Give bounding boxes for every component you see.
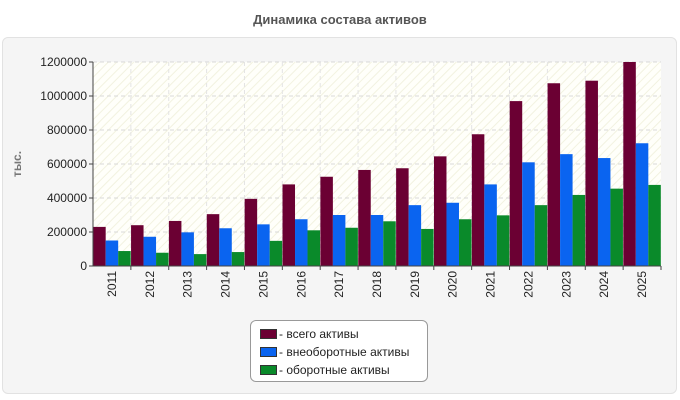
bar bbox=[231, 252, 245, 266]
x-tick-label: 2018 bbox=[370, 271, 384, 298]
bar bbox=[282, 184, 296, 266]
bar bbox=[383, 221, 396, 266]
y-tick-label: 1000000 bbox=[40, 89, 87, 103]
bar bbox=[206, 214, 220, 266]
x-tick-label: 2016 bbox=[294, 271, 308, 298]
bar bbox=[547, 83, 561, 266]
x-tick-label: 2017 bbox=[332, 271, 346, 298]
bar bbox=[295, 219, 308, 266]
bar bbox=[433, 156, 447, 266]
bar bbox=[181, 232, 194, 266]
bars bbox=[93, 62, 661, 266]
legend-item-current-assets: - оборотные активы bbox=[260, 361, 427, 379]
x-tick-label: 2019 bbox=[408, 271, 422, 298]
x-tick-label: 2013 bbox=[181, 271, 195, 298]
x-tick-label: 2024 bbox=[597, 271, 611, 298]
bar bbox=[193, 254, 207, 266]
bar bbox=[522, 162, 535, 266]
bar bbox=[307, 230, 321, 266]
bar bbox=[143, 236, 157, 266]
bar bbox=[396, 168, 409, 266]
bar bbox=[572, 194, 586, 266]
chart-title: Динамика состава активов bbox=[253, 12, 427, 27]
bar bbox=[484, 184, 497, 266]
y-tick-label: 600000 bbox=[47, 157, 87, 171]
y-tick-label: 1200000 bbox=[40, 55, 87, 69]
x-tick-label: 2020 bbox=[446, 271, 460, 298]
bar bbox=[156, 252, 169, 266]
x-tick-label: 2022 bbox=[521, 271, 535, 298]
y-axis-label: тыс. bbox=[10, 151, 24, 177]
y-tick-label: 800000 bbox=[47, 123, 87, 137]
bar bbox=[421, 228, 434, 266]
bar bbox=[509, 101, 523, 266]
legend-swatch-total-assets bbox=[260, 329, 277, 339]
bar bbox=[320, 176, 333, 266]
legend-item-noncurrent-assets: - внеоборотные активы bbox=[260, 343, 427, 361]
bar bbox=[471, 134, 485, 266]
bar bbox=[560, 154, 573, 266]
bar bbox=[585, 80, 598, 266]
legend-label: - всего активы bbox=[279, 327, 359, 341]
bar bbox=[168, 220, 182, 266]
legend: - всего активы - внеоборотные активы - о… bbox=[250, 320, 428, 382]
bar bbox=[269, 240, 283, 266]
bar bbox=[458, 219, 472, 266]
bar bbox=[219, 228, 232, 266]
x-tick-label: 2015 bbox=[256, 271, 270, 298]
bar bbox=[244, 198, 258, 266]
bar bbox=[332, 215, 346, 266]
bar bbox=[105, 240, 119, 266]
bar bbox=[623, 62, 636, 266]
y-tick-label: 200000 bbox=[47, 225, 87, 239]
x-tick-label: 2023 bbox=[559, 271, 573, 298]
bar bbox=[635, 143, 649, 266]
x-tick-label: 2014 bbox=[219, 271, 233, 298]
bar bbox=[118, 251, 131, 266]
y-tick-label: 400000 bbox=[47, 191, 87, 205]
legend-label: - оборотные активы bbox=[279, 363, 390, 377]
bar bbox=[358, 169, 371, 266]
bar bbox=[496, 215, 510, 266]
y-tick-label: 0 bbox=[80, 259, 87, 273]
bar bbox=[408, 205, 422, 266]
bar bbox=[345, 227, 358, 266]
x-tick-label: 2021 bbox=[484, 271, 498, 298]
bar bbox=[131, 225, 144, 266]
bar bbox=[93, 226, 106, 266]
bar bbox=[648, 184, 661, 266]
x-tick-label: 2012 bbox=[143, 271, 157, 298]
x-tick-label: 2025 bbox=[635, 271, 649, 298]
bar bbox=[534, 205, 548, 266]
legend-label: - внеоборотные активы bbox=[279, 345, 410, 359]
legend-swatch-current-assets bbox=[260, 365, 277, 375]
legend-item-total-assets: - всего активы bbox=[260, 325, 427, 343]
legend-swatch-noncurrent-assets bbox=[260, 347, 277, 357]
bar bbox=[597, 158, 611, 266]
axes: 0 200000 400000 600000 800000 1000000 1200000 2… bbox=[40, 55, 662, 298]
x-tick-label: 2011 bbox=[105, 271, 119, 297]
bar bbox=[370, 215, 384, 266]
bar bbox=[610, 188, 623, 266]
bar bbox=[257, 224, 270, 266]
bar bbox=[446, 202, 459, 266]
